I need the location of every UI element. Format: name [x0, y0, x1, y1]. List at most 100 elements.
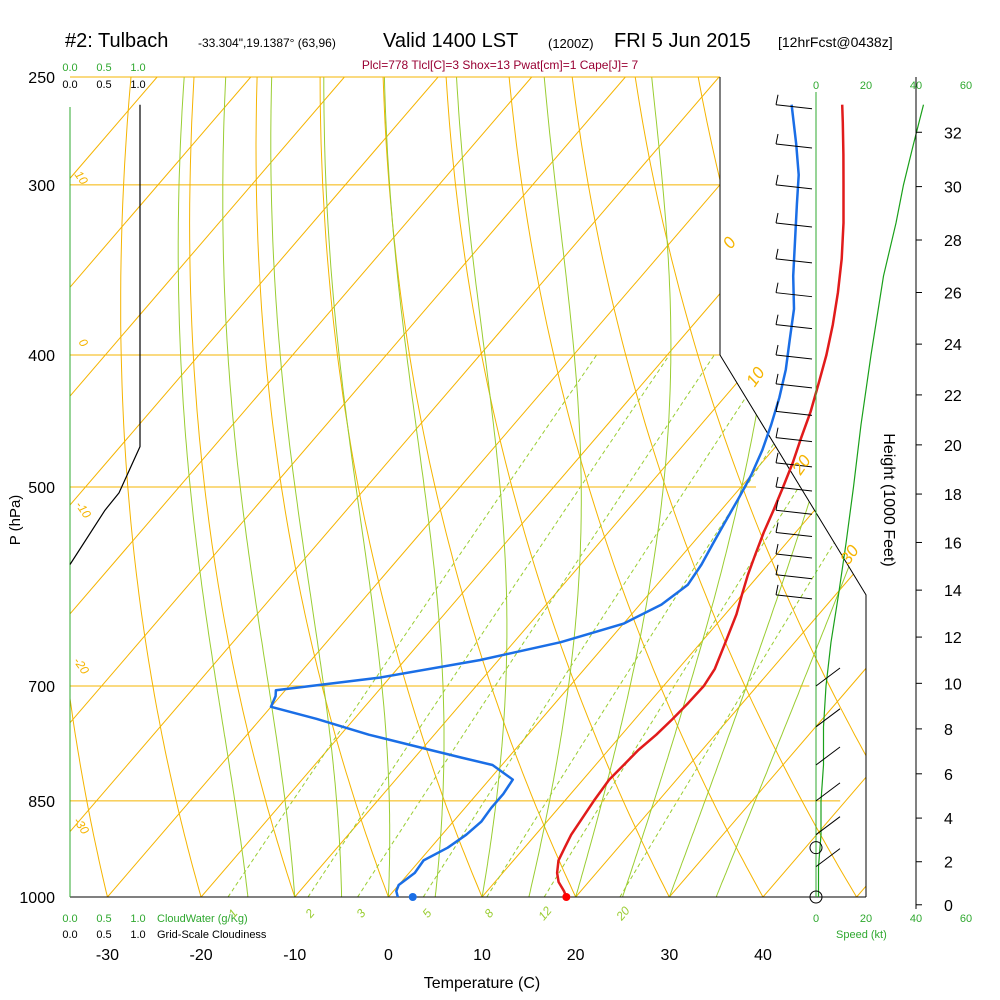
forecast-run: [12hrFcst@0438z]: [778, 34, 893, 50]
wind-barb: [775, 104, 813, 110]
mixing-ratio-label: 5: [419, 906, 434, 920]
cloudiness-scale-label-top: 0.0: [62, 79, 77, 91]
wind-barb: [775, 324, 813, 330]
wind-speed-label-bottom: 60: [960, 913, 972, 925]
isotherm-line: [70, 77, 345, 897]
dry-adiabat-line: [381, 77, 577, 897]
wind-speed-label-bottom: 40: [910, 913, 922, 925]
x-tick-label: -10: [283, 947, 306, 964]
mixing-ratio-line: [619, 354, 866, 897]
mixing-ratio-line: [422, 354, 775, 897]
wind-barb: [815, 782, 841, 802]
height-tick-label: 2: [944, 855, 953, 872]
moist-adiabat-line: [456, 77, 508, 897]
cloudiness-scale-label-bottom: 0.0: [62, 929, 77, 941]
wind-barb: [775, 174, 779, 185]
cloudwater-scale-label-top: 0.5: [96, 62, 111, 74]
mixing-ratio-line: [227, 354, 598, 897]
wind-barb: [775, 354, 813, 360]
dry-adiabat-line: [120, 77, 202, 897]
station-coords: -33.304",19.1387° (63,96): [198, 36, 336, 50]
wind-barb: [775, 94, 779, 105]
wind-barb: [775, 282, 779, 293]
wind-barb: [775, 564, 779, 575]
height-tick-label: 16: [944, 535, 962, 552]
wind-speed-label-bottom: 20: [860, 913, 872, 925]
temperature-profile-line: [555, 104, 845, 898]
isotherm-line: [856, 77, 866, 897]
moist-adiabat-line: [715, 77, 866, 897]
wind-barb: [775, 143, 813, 149]
wind-barb: [775, 222, 813, 228]
valid-time: Valid 1400 LST: [383, 30, 519, 52]
forecast-date: FRI 5 Jun 2015: [614, 30, 751, 52]
chart-right-edge: [719, 77, 867, 897]
cloudwater-scale-label-bottom: 0.0: [62, 913, 77, 925]
height-tick-label: 6: [944, 767, 953, 784]
dry-adiabat-label: -10: [73, 499, 95, 522]
moist-adiabat-line: [177, 77, 249, 897]
surface-temperature: [562, 893, 571, 901]
y-tick-label: 250: [28, 70, 55, 87]
wind-speed-label-top: 40: [910, 80, 922, 92]
wind-barb: [775, 248, 779, 259]
dry-adiabat-line: [189, 77, 296, 897]
dry-adiabat-line: [568, 77, 858, 897]
x-tick-label: -20: [190, 947, 213, 964]
cloudwater-scale-label-top: 0.0: [62, 62, 77, 74]
cloudwater-title: CloudWater (g/Kg): [157, 913, 248, 925]
height-tick-label: 12: [944, 630, 962, 647]
height-tick-label: 8: [944, 722, 953, 739]
wind-barb: [775, 314, 779, 325]
dry-adiabat-line: [255, 77, 389, 897]
mixing-ratio-label: 20: [613, 904, 633, 924]
isotherm-line: [70, 77, 252, 897]
mixing-ratio-label: 8: [481, 906, 496, 920]
height-tick-label: 24: [944, 337, 962, 354]
cloudiness-profile-line: [69, 104, 141, 565]
wind-barb: [775, 574, 813, 580]
wind-barb: [815, 746, 841, 766]
wind-speed-title: Speed (kt): [836, 929, 887, 941]
wind-speed-profile-line: [817, 104, 925, 897]
wind-barb: [775, 410, 813, 416]
height-tick-label: 18: [944, 487, 962, 504]
x-axis-title: Temperature (C): [424, 975, 540, 992]
zulu-time: (1200Z): [548, 36, 594, 51]
height-tick-label: 26: [944, 286, 962, 303]
height-tick-label: 30: [944, 180, 962, 197]
wind-barb: [775, 486, 813, 492]
wind-barb: [775, 553, 813, 559]
moist-adiabat-line: [270, 77, 343, 897]
sounding-parameters: Plcl=778 Tlcl[C]=3 Shox=13 Pwat[cm]=1 Ca…: [361, 58, 639, 72]
x-tick-label: 20: [567, 947, 585, 964]
dry-adiabat-label: 0: [76, 336, 91, 350]
x-tick-label: 30: [660, 947, 678, 964]
wind-barb: [775, 509, 813, 515]
y-tick-label: 850: [28, 794, 55, 811]
wind-barb: [775, 184, 813, 190]
y-tick-label: 1000: [19, 890, 55, 907]
x-tick-label: 40: [754, 947, 772, 964]
dry-adiabat-line: [319, 77, 483, 897]
wind-speed-label-top: 0: [813, 80, 819, 92]
x-tick-label: 0: [384, 947, 393, 964]
cloudwater-scale-label-bottom: 0.5: [96, 913, 111, 925]
cloudiness-scale-label-bottom: 1.0: [130, 929, 145, 941]
mixing-ratio-label: 3: [353, 906, 368, 920]
y-tick-label: 700: [28, 679, 55, 696]
wind-barb: [815, 708, 841, 728]
dry-adiabat-line: [444, 77, 670, 897]
cloudiness-title: Grid-Scale Cloudiness: [157, 929, 267, 941]
moist-adiabat-line: [222, 77, 296, 897]
wind-barb: [775, 212, 779, 224]
height-tick-label: 10: [944, 676, 962, 693]
wind-speed-label-top: 20: [860, 80, 872, 92]
wind-barb: [775, 401, 779, 412]
wind-barb: [815, 667, 841, 687]
x-tick-label: -30: [96, 947, 119, 964]
dry-adiabat-label: -30: [71, 815, 93, 838]
isotherm-label: 10: [742, 363, 769, 390]
wind-barb: [775, 133, 779, 145]
